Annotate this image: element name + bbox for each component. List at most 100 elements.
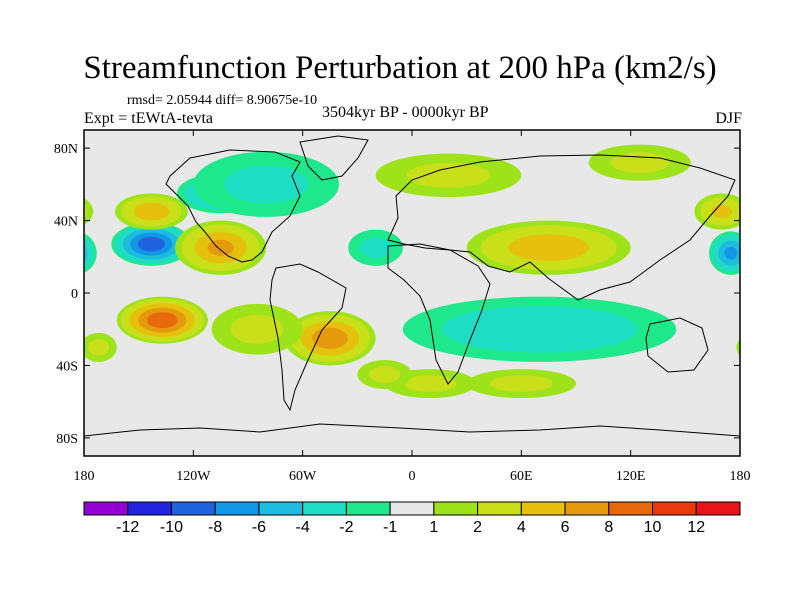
period-label: 3504kyr BP - 0000kyr BP — [322, 104, 489, 121]
colorbar-swatch — [302, 501, 347, 516]
contour-level — [736, 338, 740, 357]
contour-level — [146, 312, 178, 329]
coast-australia — [645, 317, 709, 373]
colorbar-label: -10 — [160, 519, 183, 536]
x-tick-label: 120W — [176, 469, 211, 484]
contour-level — [312, 327, 348, 349]
contour-level — [84, 198, 94, 225]
y-tick-label: 40S — [56, 359, 78, 374]
colorbar-swatch — [214, 501, 260, 516]
contour-level — [230, 314, 284, 344]
colorbar-swatch — [433, 501, 479, 516]
x-tick-label: 180 — [74, 469, 95, 484]
contour-level — [489, 375, 553, 392]
colorbar-label: 12 — [687, 519, 705, 536]
contour-level — [406, 162, 491, 188]
y-tick-label: 80N — [54, 142, 78, 157]
axes: 180 120W 60W 0 60E 120E 180 80N 40N 0 40S 80S — [54, 130, 751, 484]
coastlines — [84, 135, 740, 437]
contour-feature — [402, 296, 677, 362]
contour-level — [441, 305, 638, 353]
colorbar-label: -12 — [116, 519, 139, 536]
contour-level — [508, 234, 589, 262]
colorbar-swatch — [477, 501, 522, 516]
plot-title: Streamfunction Perturbation at 200 hPa (… — [83, 50, 717, 86]
colorbar-label: 10 — [644, 519, 662, 536]
colorbar-label: -4 — [296, 519, 310, 536]
contour-feature — [175, 220, 267, 275]
x-tick-label: 0 — [409, 469, 416, 484]
contour-feature — [193, 151, 340, 217]
contour-level — [724, 246, 738, 260]
contour-level — [84, 244, 88, 262]
contour-feature — [588, 144, 691, 181]
colorbar-swatch — [83, 501, 129, 516]
contour-fields — [69, 144, 765, 399]
contour-feature — [84, 198, 94, 225]
coast-antarctica — [84, 423, 740, 437]
coast-north-america — [165, 149, 301, 263]
y-tick-label: 80S — [56, 432, 78, 447]
contour-feature — [111, 222, 192, 266]
contour-feature — [348, 229, 403, 266]
colorbar-swatch — [564, 501, 610, 516]
stats-label: rmsd= 2.05944 diff= 8.90675e-10 — [127, 93, 318, 108]
colorbar-swatch — [389, 501, 435, 516]
colorbar-label: 8 — [604, 519, 613, 536]
contour-level — [744, 339, 765, 356]
contour-feature — [736, 338, 765, 357]
x-tick-label: 60E — [510, 469, 533, 484]
contour-level — [133, 202, 170, 221]
colorbar-label: 2 — [473, 519, 482, 536]
contour-feature — [357, 360, 412, 389]
y-tick-label: 0 — [71, 287, 78, 302]
contour-level — [404, 375, 457, 392]
contour-level — [359, 237, 392, 259]
colorbar-swatch — [695, 501, 741, 516]
contour-level — [368, 366, 401, 383]
coast-south-america — [269, 263, 347, 412]
contour-feature — [69, 233, 97, 273]
contour-feature — [375, 153, 522, 198]
season-label: DJF — [715, 110, 742, 127]
contour-level — [207, 239, 234, 256]
y-tick-label: 40N — [54, 215, 78, 230]
colorbar-label: -8 — [208, 519, 222, 536]
colorbar: -12 -10 -8 -6 -4 -2 -1 1 2 4 6 8 10 12 — [83, 501, 741, 536]
contour-level — [84, 203, 88, 220]
contour-feature — [114, 193, 188, 230]
contour-level — [69, 247, 82, 260]
contour-feature — [84, 332, 117, 362]
x-tick-label: 60W — [289, 469, 317, 484]
colorbar-label: -2 — [339, 519, 353, 536]
x-tick-label: 120E — [616, 469, 646, 484]
colorbar-label: -1 — [383, 519, 397, 536]
contour-level — [610, 152, 670, 174]
contour-feature — [709, 231, 740, 275]
contour-level — [88, 339, 110, 356]
colorbar-swatch — [520, 501, 566, 516]
contour-feature — [116, 296, 208, 344]
coast-africa — [387, 243, 491, 385]
coast-eurasia — [387, 154, 736, 301]
colorbar-label: 4 — [517, 519, 526, 536]
colorbar-label: 1 — [429, 519, 438, 536]
contour-level — [224, 165, 309, 204]
contour-level — [84, 236, 94, 270]
colorbar-swatch — [258, 501, 304, 516]
colorbar-swatch — [170, 501, 216, 516]
contour-level — [711, 204, 732, 219]
x-tick-label: 180 — [730, 469, 751, 484]
coast-greenland — [299, 135, 369, 181]
colorbar-swatch — [608, 501, 654, 516]
colorbar-label: -6 — [252, 519, 266, 536]
colorbar-label: 6 — [561, 519, 570, 536]
experiment-label: Expt = tEWtA-tevta — [84, 110, 213, 127]
colorbar-swatch — [127, 501, 172, 516]
colorbar-swatch — [652, 501, 697, 516]
colorbar-swatch — [345, 501, 391, 516]
contour-feature — [211, 303, 303, 355]
contour-feature — [466, 369, 576, 399]
contour-feature — [466, 220, 631, 275]
contour-level — [137, 236, 166, 252]
